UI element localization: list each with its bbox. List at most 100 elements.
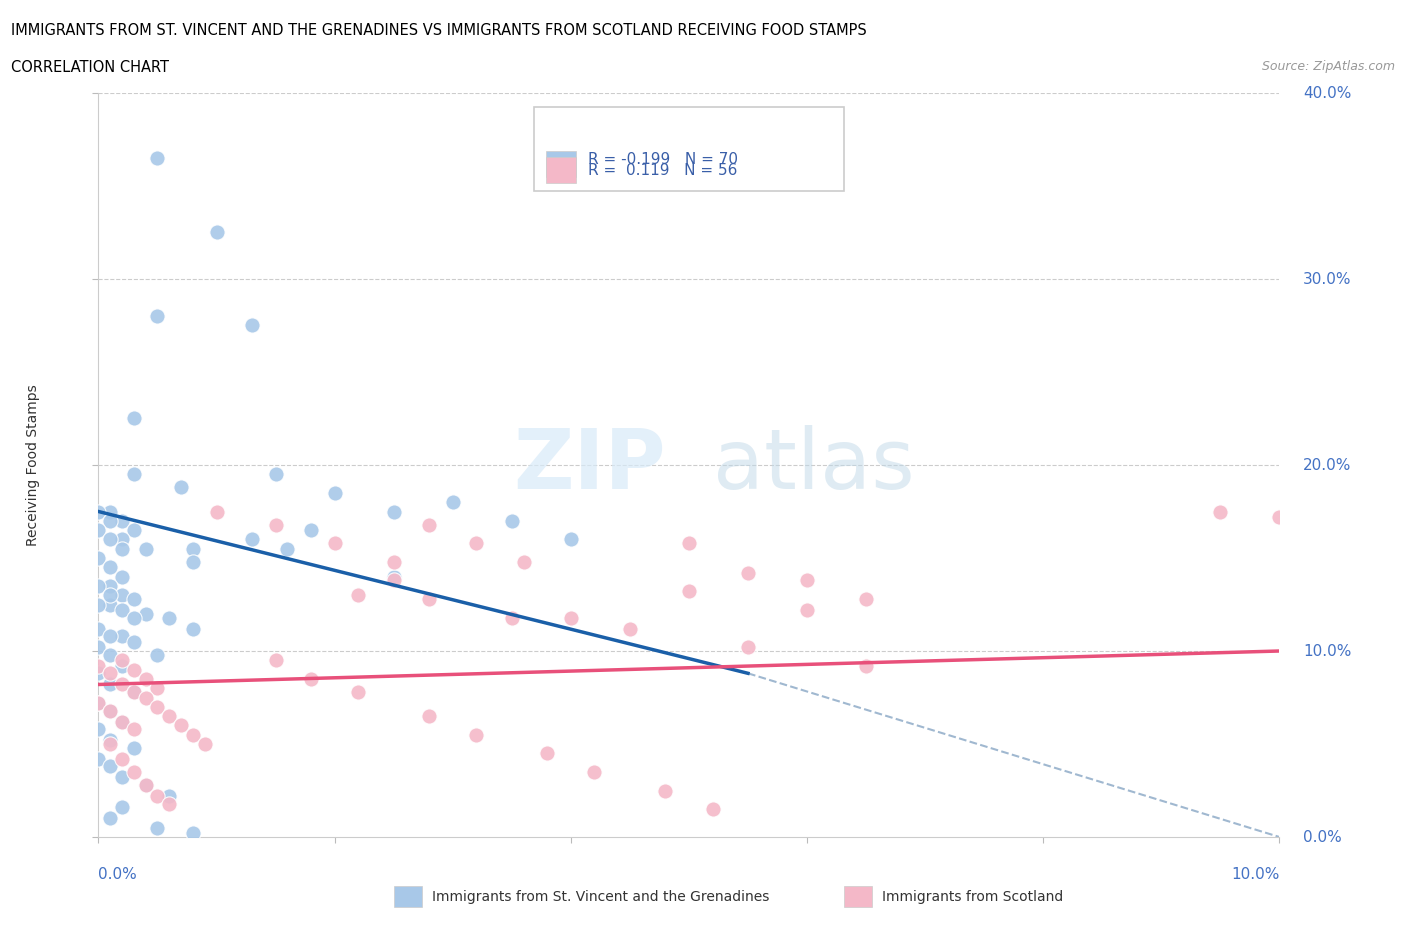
Point [1209, 504, 1232, 519]
Point [205, 504, 228, 519]
Point [205, 225, 228, 240]
Point [98, 759, 121, 774]
Point [146, 681, 169, 696]
Point [181, 727, 204, 742]
Point [737, 565, 759, 580]
Point [560, 610, 582, 625]
Point [146, 699, 169, 714]
Point [264, 653, 287, 668]
Point [122, 591, 145, 606]
Text: R =  0.119   N = 56: R = 0.119 N = 56 [588, 163, 737, 178]
Point [135, 671, 157, 686]
Point [98, 578, 121, 593]
Text: CORRELATION CHART: CORRELATION CHART [11, 60, 169, 75]
Text: Immigrants from Scotland: Immigrants from Scotland [882, 889, 1063, 904]
Point [111, 770, 134, 785]
Point [111, 714, 134, 729]
Text: R = -0.199   N = 70: R = -0.199 N = 70 [588, 153, 738, 167]
Point [98, 666, 121, 681]
Point [855, 591, 877, 606]
Point [135, 606, 157, 621]
Point [146, 789, 169, 804]
Point [501, 610, 523, 625]
Point [654, 783, 676, 798]
Point [512, 554, 534, 569]
Point [111, 513, 134, 528]
Text: IMMIGRANTS FROM ST. VINCENT AND THE GRENADINES VS IMMIGRANTS FROM SCOTLAND RECEI: IMMIGRANTS FROM ST. VINCENT AND THE GREN… [11, 23, 868, 38]
Text: ZIP: ZIP [513, 424, 665, 506]
Point [111, 541, 134, 556]
Point [111, 588, 134, 603]
Point [796, 603, 818, 618]
Point [347, 588, 370, 603]
Point [135, 690, 157, 705]
Point [240, 532, 263, 547]
Point [264, 467, 287, 482]
Point [122, 523, 145, 538]
Point [135, 777, 157, 792]
Point [122, 764, 145, 779]
Point [382, 573, 405, 588]
Point [98, 647, 121, 662]
Point [98, 597, 121, 612]
Point [98, 737, 121, 751]
Point [111, 714, 134, 729]
Point [465, 536, 488, 551]
Point [347, 684, 370, 699]
Point [678, 584, 700, 599]
Point [122, 411, 145, 426]
Point [382, 569, 405, 584]
Point [157, 789, 180, 804]
Point [323, 536, 346, 551]
Point [441, 495, 464, 510]
Text: 10.0%: 10.0% [1232, 867, 1279, 882]
Point [111, 532, 134, 547]
Text: Immigrants from St. Vincent and the Grenadines: Immigrants from St. Vincent and the Gren… [432, 889, 769, 904]
Point [98, 560, 121, 575]
Point [135, 541, 157, 556]
Text: 40.0%: 40.0% [1303, 86, 1351, 100]
Point [122, 684, 145, 699]
Point [98, 629, 121, 644]
Text: 20.0%: 20.0% [1303, 458, 1351, 472]
Point [122, 662, 145, 677]
Point [194, 737, 217, 751]
Point [299, 523, 322, 538]
Point [146, 309, 169, 324]
Point [87, 578, 110, 593]
Point [111, 603, 134, 618]
Point [87, 640, 110, 655]
Point [98, 677, 121, 692]
Point [382, 554, 405, 569]
Point [98, 532, 121, 547]
Point [98, 703, 121, 718]
Point [111, 751, 134, 766]
Point [796, 573, 818, 588]
Point [619, 621, 641, 636]
Point [157, 796, 180, 811]
Point [146, 151, 169, 166]
Point [111, 653, 134, 668]
Text: 0.0%: 0.0% [1303, 830, 1341, 844]
Text: 30.0%: 30.0% [1303, 272, 1351, 286]
Point [122, 740, 145, 755]
Point [855, 658, 877, 673]
Point [181, 621, 204, 636]
Point [583, 764, 606, 779]
Point [98, 504, 121, 519]
Text: 0.0%: 0.0% [98, 867, 138, 882]
Point [737, 640, 759, 655]
Text: Source: ZipAtlas.com: Source: ZipAtlas.com [1261, 60, 1395, 73]
Point [87, 597, 110, 612]
Point [98, 733, 121, 748]
Point [98, 513, 121, 528]
Text: 10.0%: 10.0% [1303, 644, 1351, 658]
Point [181, 541, 204, 556]
Point [536, 746, 558, 761]
Point [111, 569, 134, 584]
Point [87, 722, 110, 737]
Point [111, 658, 134, 673]
Point [146, 647, 169, 662]
Point [111, 629, 134, 644]
Point [135, 777, 157, 792]
